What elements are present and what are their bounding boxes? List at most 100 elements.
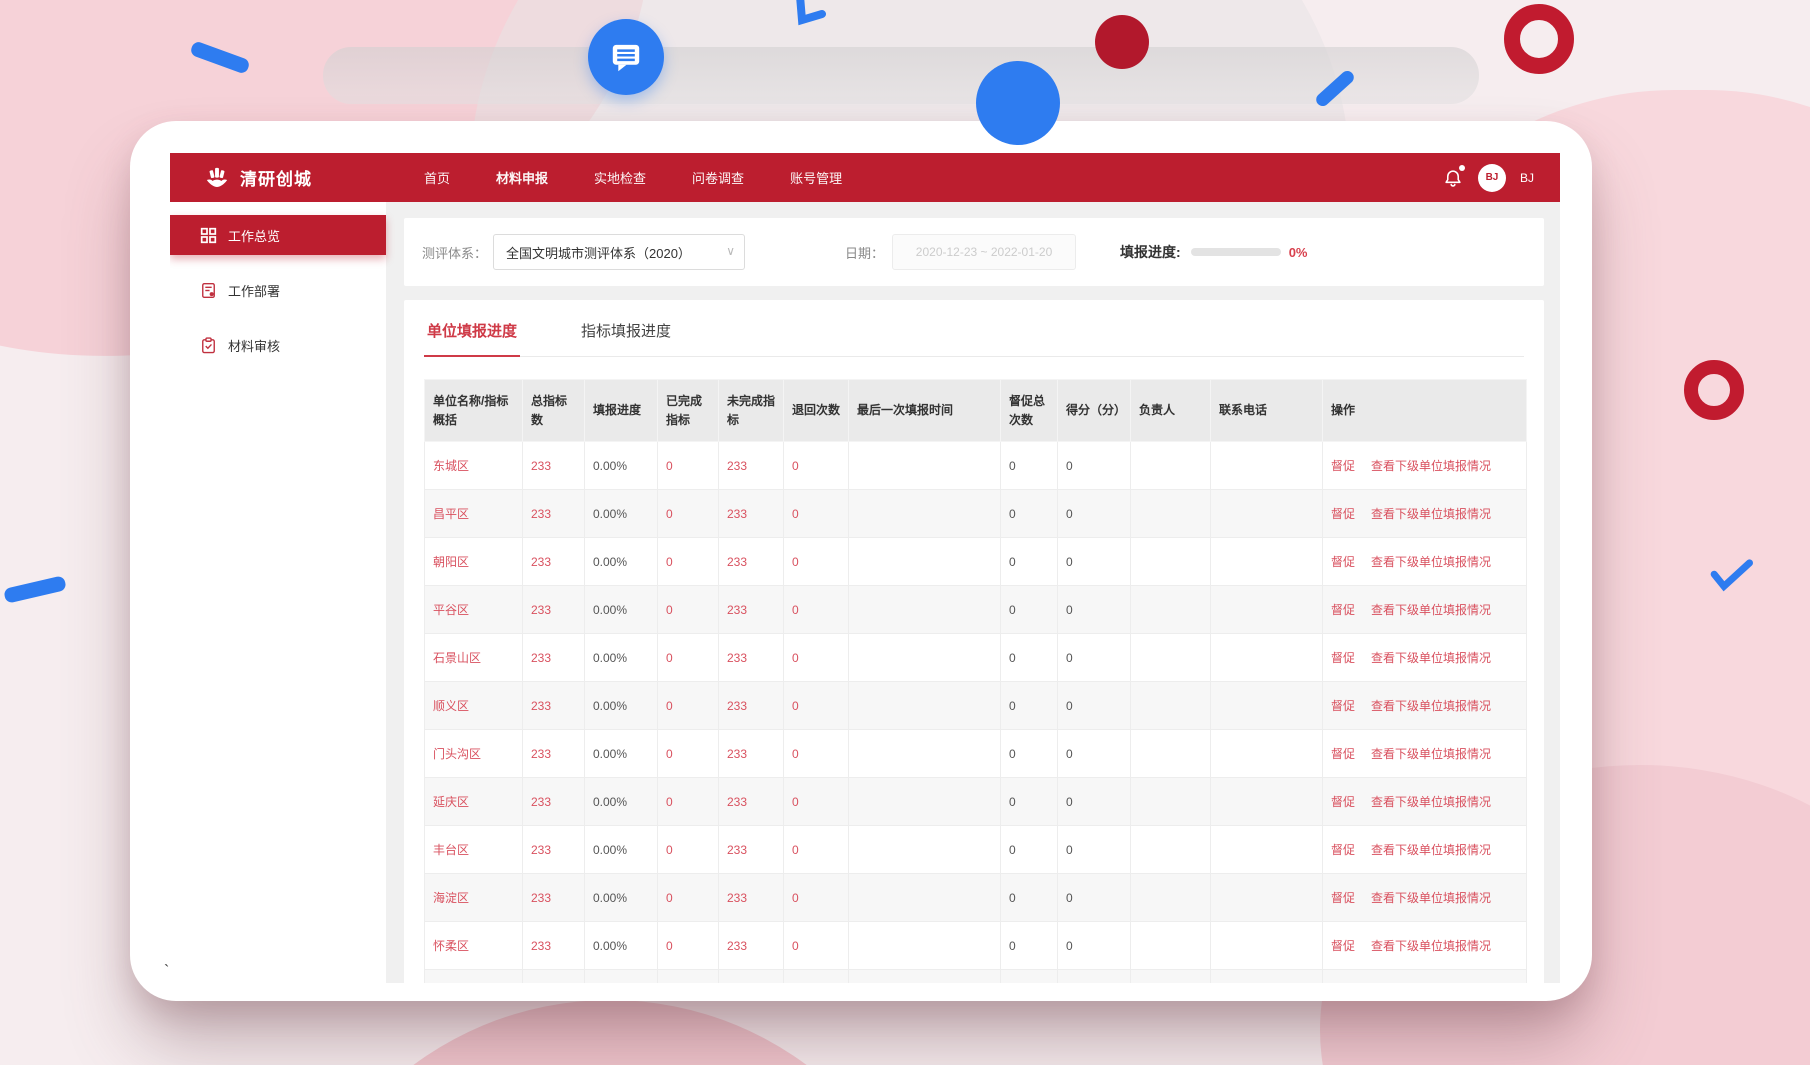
view-subordinate-link[interactable]: 查看下级单位填报情况 (1371, 603, 1492, 618)
cell-last-time (848, 537, 1001, 587)
cell-progress: 0.00% (584, 633, 658, 683)
cell-returned (783, 969, 849, 983)
urge-link[interactable]: 督促 (1331, 459, 1356, 474)
cell-actions: 督促 查看下级单位填报情况 (1322, 537, 1527, 587)
cell-name[interactable]: 门头沟区 (424, 729, 523, 779)
cell-name[interactable]: 平谷区 (424, 585, 523, 635)
chevron-down-icon: ∨ (726, 244, 736, 258)
table-row: 石景山区 233 0.00% 0 233 0 0 0 督促 查看下级单位填报情况 (424, 633, 1527, 683)
cell-phone (1210, 489, 1323, 539)
cell-returned: 0 (783, 537, 849, 587)
cell-name[interactable]: 延庆区 (424, 777, 523, 827)
cell-name[interactable]: 石景山区 (424, 633, 523, 683)
table-row: 昌平区 233 0.00% 0 233 0 0 0 督促 查看下级单位填报情况 (424, 489, 1527, 539)
avatar[interactable]: BJ (1477, 163, 1506, 192)
table-panel: 单位填报进度 指标填报进度 单位名称/指标概括 总指标数 填报进度 已完成指标 未完成指… (404, 300, 1544, 983)
cell-actions: 督促 查看下级单位填报情况 (1322, 825, 1527, 875)
nav-item-questionnaire[interactable]: 问卷调查 (692, 171, 745, 186)
view-subordinate-link[interactable]: 查看下级单位填报情况 (1371, 555, 1492, 570)
header-right: BJ BJ (1442, 163, 1534, 192)
date-range-input[interactable]: 2020-12-23 ~ 2022-01-20 (892, 234, 1077, 270)
progress-bar (1190, 248, 1281, 256)
nav-item-field-inspection[interactable]: 实地检查 (594, 171, 647, 186)
urge-link[interactable]: 督促 (1331, 795, 1356, 810)
urge-link[interactable]: 督促 (1331, 843, 1356, 858)
filter-panel: 测评体系： 全国文明城市测评体系（2020） ∨ 日期： 2020-12-23 … (404, 218, 1544, 286)
cell-progress: 0.00% (584, 585, 658, 635)
cell-phone (1210, 921, 1323, 971)
cell-urge-count: 0 (1000, 729, 1058, 779)
cell-undone: 233 (718, 729, 784, 779)
view-subordinate-link[interactable]: 查看下级单位填报情况 (1371, 939, 1492, 954)
cell-name[interactable]: 东城区 (424, 441, 523, 491)
cell-score: 0 (1057, 729, 1131, 779)
view-subordinate-link[interactable]: 查看下级单位填报情况 (1371, 459, 1492, 474)
table-row: 海淀区 233 0.00% 0 233 0 0 0 督促 查看下级单位填报情况 (424, 873, 1527, 923)
tab-unit-progress[interactable]: 单位填报进度 (424, 320, 521, 357)
progress-label: 填报进度: (1120, 244, 1181, 260)
cell-name[interactable]: 丰台区 (424, 825, 523, 875)
cell-urge-count: 0 (1000, 585, 1058, 635)
cell-last-time (848, 777, 1001, 827)
urge-link[interactable]: 督促 (1331, 699, 1356, 714)
urge-link[interactable]: 督促 (1331, 507, 1356, 522)
urge-link[interactable]: 督促 (1331, 747, 1356, 762)
cell-progress: 0.00% (584, 825, 658, 875)
cell-urge-count: 0 (1000, 825, 1058, 875)
cell-name[interactable]: 顺义区 (424, 681, 523, 731)
blue-check-top (788, 0, 834, 37)
cell-undone: 233 (718, 777, 784, 827)
column-header-2: 填报进度 (584, 378, 658, 443)
view-subordinate-link[interactable]: 查看下级单位填报情况 (1371, 699, 1492, 714)
cell-phone (1210, 441, 1323, 491)
cell-undone: 233 (718, 489, 784, 539)
red-ring-decoration-right (1684, 360, 1744, 420)
view-subordinate-link[interactable]: 查看下级单位填报情况 (1371, 747, 1492, 762)
view-subordinate-link[interactable]: 查看下级单位填报情况 (1371, 795, 1492, 810)
blue-dash-left (3, 575, 67, 604)
cell-total: 233 (522, 825, 585, 875)
urge-link[interactable]: 督促 (1331, 891, 1356, 906)
evaluation-system-select[interactable]: 全国文明城市测评体系（2020） ∨ (493, 234, 746, 270)
cell-name[interactable]: 怀柔区 (424, 921, 523, 971)
cell-owner (1130, 729, 1211, 779)
view-subordinate-link[interactable]: 查看下级单位填报情况 (1371, 507, 1492, 522)
cell-undone: 233 (718, 681, 784, 731)
cell-name[interactable]: 昌平区 (424, 489, 523, 539)
sidebar-item-label: 工作总览 (228, 228, 281, 244)
cell-progress: 0.00% (584, 681, 658, 731)
cell-done: 0 (657, 681, 719, 731)
cell-last-time (848, 633, 1001, 683)
notification-bell-icon[interactable] (1442, 164, 1465, 189)
cell-score: 0 (1057, 585, 1131, 635)
cell-total: 233 (522, 585, 585, 635)
nav-item-account[interactable]: 账号管理 (790, 171, 843, 186)
cell-owner (1130, 825, 1211, 875)
cell-last-time (848, 729, 1001, 779)
view-subordinate-link[interactable]: 查看下级单位填报情况 (1371, 651, 1492, 666)
cell-last-time (848, 825, 1001, 875)
nav-item-material-report[interactable]: 材料申报 (496, 171, 549, 186)
cell-name[interactable]: 朝阳区 (424, 537, 523, 587)
urge-link[interactable]: 督促 (1331, 651, 1356, 666)
urge-link[interactable]: 督促 (1331, 939, 1356, 954)
cell-total: 233 (522, 873, 585, 923)
tab-indicator-progress[interactable]: 指标填报进度 (581, 323, 672, 340)
sidebar-item-work-deploy[interactable]: 工作部署 (170, 270, 386, 310)
cell-name[interactable]: 海淀区 (424, 873, 523, 923)
view-subordinate-link[interactable]: 查看下级单位填报情况 (1371, 891, 1492, 906)
column-header-1: 总指标数 (522, 378, 585, 443)
view-subordinate-link[interactable]: 查看下级单位填报情况 (1371, 843, 1492, 858)
table-row: 延庆区 233 0.00% 0 233 0 0 0 督促 查看下级单位填报情况 (424, 777, 1527, 827)
sidebar-item-material-review[interactable]: 材料审核 (170, 325, 386, 365)
cell-urge-count: 0 (1000, 633, 1058, 683)
nav-item-home[interactable]: 首页 (424, 171, 451, 186)
cell-undone (718, 969, 784, 983)
cell-undone: 233 (718, 585, 784, 635)
sidebar-item-work-overview[interactable]: 工作总览 (170, 215, 386, 255)
cell-urge-count: 0 (1000, 873, 1058, 923)
cell-progress: 0.00% (584, 489, 658, 539)
main-content: 测评体系： 全国文明城市测评体系（2020） ∨ 日期： 2020-12-23 … (386, 202, 1560, 983)
urge-link[interactable]: 督促 (1331, 603, 1356, 618)
urge-link[interactable]: 督促 (1331, 555, 1356, 570)
